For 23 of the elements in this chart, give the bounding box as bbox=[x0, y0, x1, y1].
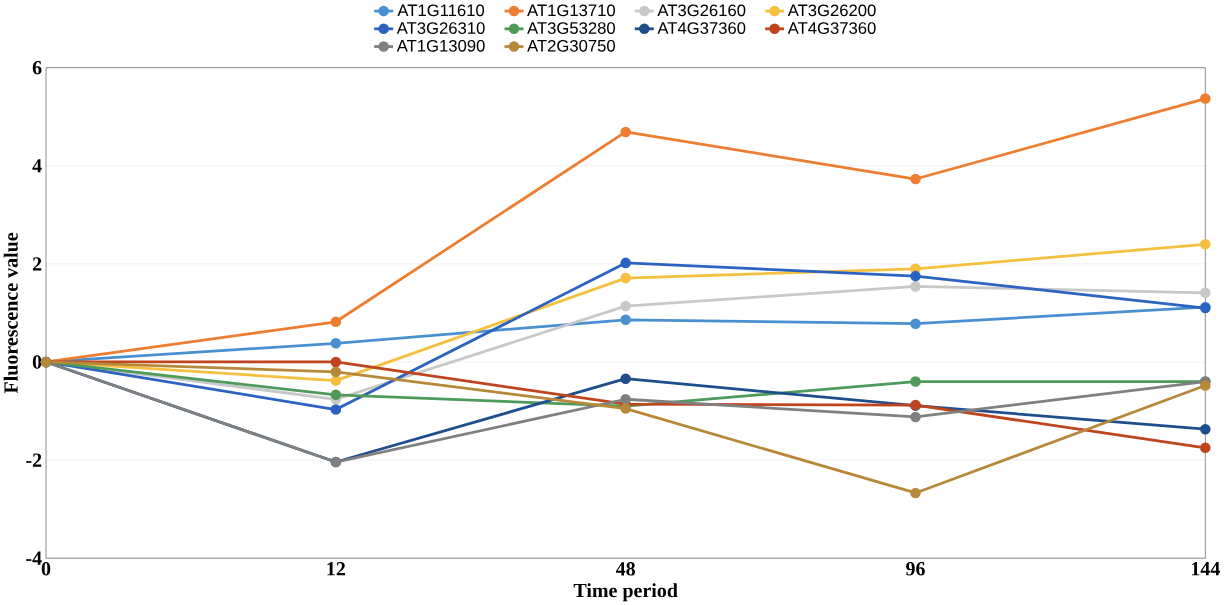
legend-label: AT1G11610 bbox=[397, 4, 485, 17]
y-axis-title: Fluorescence value bbox=[3, 232, 18, 394]
legend-label: AT3G26160 bbox=[657, 4, 746, 17]
y-tick-label: 6 bbox=[32, 60, 42, 75]
x-tick-label: 96 bbox=[906, 562, 925, 576]
legend-label: AT4G37360 bbox=[657, 22, 746, 34]
y-tick-label: 4 bbox=[32, 159, 42, 173]
x-tick-label: 144 bbox=[1191, 562, 1220, 576]
legend-label: AT3G26310 bbox=[396, 22, 485, 34]
legend-label: AT3G26200 bbox=[787, 4, 876, 17]
legend-label: AT1G13710 bbox=[527, 4, 616, 17]
y-tick-label: 0 bbox=[32, 355, 42, 369]
y-tick-label: -2 bbox=[26, 453, 42, 467]
x-tick-label: 48 bbox=[615, 562, 635, 576]
legend-label: AT1G13090 bbox=[396, 39, 485, 52]
legend-label: AT3G53280 bbox=[527, 22, 616, 34]
x-axis-title: Time period bbox=[573, 583, 678, 602]
legend-label: AT2G30750 bbox=[527, 39, 616, 52]
y-tick-label: -4 bbox=[26, 551, 42, 565]
legend-label: AT4G37360 bbox=[787, 22, 876, 34]
x-tick-label: 0 bbox=[41, 562, 51, 576]
y-tick-label: 2 bbox=[32, 257, 42, 271]
x-tick-label: 12 bbox=[327, 562, 345, 576]
